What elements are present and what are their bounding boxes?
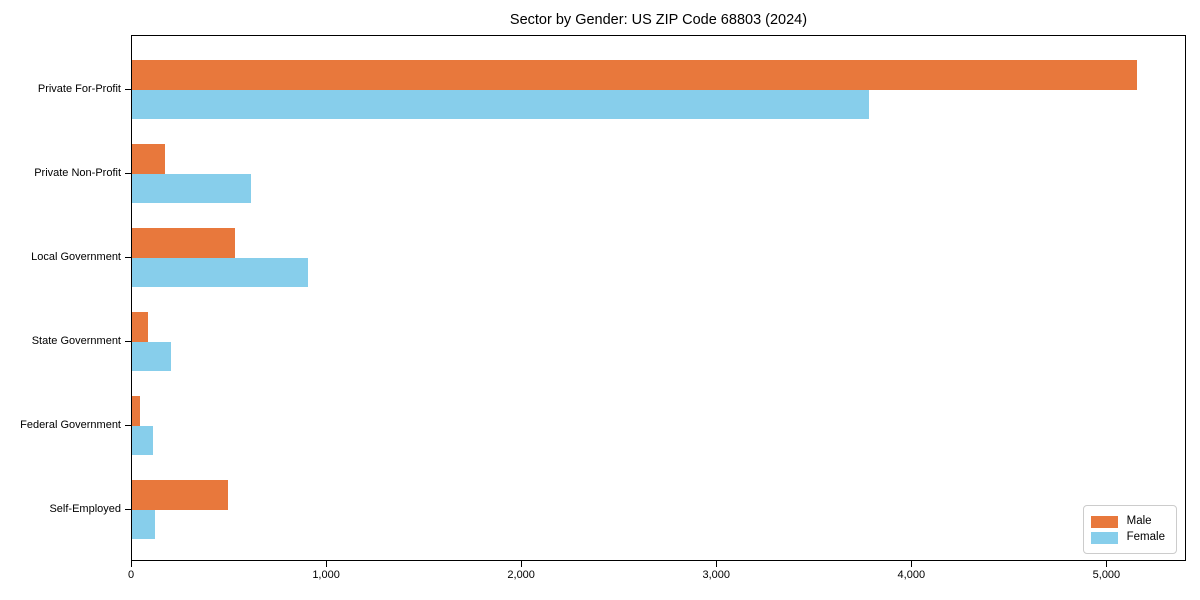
y-label-private-for-profit: Private For-Profit <box>37 82 121 95</box>
y-tick-private-for-profit <box>125 88 131 90</box>
x-tick-2000 <box>521 561 523 567</box>
bar-male-private-non-profit <box>132 144 166 174</box>
bar-male-local-government <box>132 228 236 258</box>
x-label-1000: 1,000 <box>312 569 340 581</box>
legend: Male Female <box>1082 505 1177 554</box>
bar-male-self-employed <box>132 480 228 510</box>
y-label-private-non-profit: Private Non-Profit <box>34 166 121 179</box>
bar-male-federal-government <box>132 396 140 426</box>
bar-female-private-for-profit <box>132 89 870 119</box>
x-tick-5000 <box>1106 561 1108 567</box>
y-label-local-government: Local Government <box>31 250 121 263</box>
x-label-4000: 4,000 <box>897 569 926 581</box>
bar-male-private-for-profit <box>132 60 1137 90</box>
y-label-state-government: State Government <box>31 334 121 347</box>
bar-female-federal-government <box>132 425 154 455</box>
y-tick-local-government <box>125 256 131 258</box>
bar-male-state-government <box>132 312 148 342</box>
x-tick-1000 <box>326 561 328 567</box>
x-tick-4000 <box>911 561 913 567</box>
y-label-self-employed: Self-Employed <box>49 502 121 515</box>
male-color-swatch <box>1090 515 1118 528</box>
y-tick-private-non-profit <box>125 172 131 174</box>
y-tick-federal-government <box>125 424 131 426</box>
y-tick-self-employed <box>125 508 131 510</box>
bar-female-self-employed <box>132 509 156 539</box>
y-label-federal-government: Federal Government <box>20 418 121 431</box>
x-label-3000: 3,000 <box>702 569 730 581</box>
x-label-5000: 5,000 <box>1092 569 1121 581</box>
x-tick-0 <box>131 561 132 567</box>
female-color-swatch <box>1090 531 1118 544</box>
y-tick-state-government <box>125 340 131 342</box>
bars-layer <box>132 36 1185 560</box>
x-tick-3000 <box>716 561 718 567</box>
bar-female-local-government <box>132 257 308 287</box>
legend-item-male: Male <box>1090 515 1165 528</box>
legend-item-female: Female <box>1090 531 1165 544</box>
x-label-2000: 2,000 <box>507 569 535 581</box>
chart-title: Sector by Gender: US ZIP Code 68803 (202… <box>509 12 808 28</box>
bar-female-private-non-profit <box>132 173 251 203</box>
bar-female-state-government <box>132 341 172 371</box>
plot-area: Male Female <box>131 35 1186 561</box>
legend-label-female: Female <box>1126 531 1165 543</box>
x-label-0: 0 <box>127 569 135 581</box>
legend-label-male: Male <box>1126 515 1152 527</box>
